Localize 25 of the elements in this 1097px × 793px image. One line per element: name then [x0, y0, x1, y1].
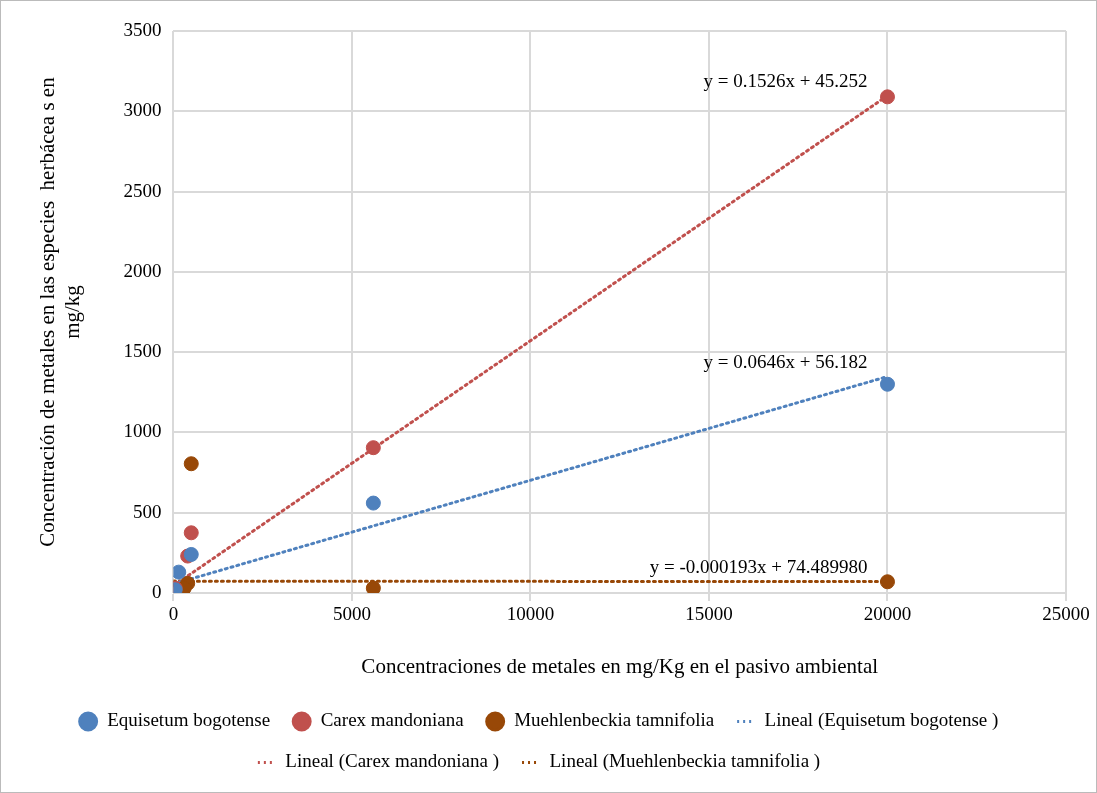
x-tick-label: 10000 — [506, 603, 555, 625]
x-tick-label: 5000 — [332, 603, 371, 625]
legend-label: Lineal (Muehlenbeckia tamnifolia ) — [549, 750, 821, 773]
y-tick-label: 0 — [151, 580, 162, 602]
y-tick-label: 2000 — [123, 259, 162, 281]
y-tick-label: 2500 — [123, 179, 162, 201]
x-tick-label: 0 — [168, 603, 179, 625]
legend-label: Lineal (Equisetum bogotense ) — [764, 709, 999, 732]
x-tick-label: 15000 — [685, 603, 733, 625]
annotation: y = 0.1526x + 45.252 — [703, 70, 868, 92]
x-axis-title: Concentraciones de metales en mg/Kg en el pasivo ambiental — [361, 653, 879, 678]
legend-label: Lineal (Carex mandoniana ) — [285, 750, 500, 773]
y-tick-label: 3500 — [123, 18, 162, 40]
annotation: y = 0.0646x + 56.182 — [703, 351, 868, 373]
legend-label: Carex mandoniana — [320, 709, 465, 731]
x-tick-label: 20000 — [863, 603, 912, 625]
annotation: y = -0.000193x + 74.489980 — [649, 556, 868, 578]
legend-label: Muehlenbeckia tamnifolia — [514, 709, 715, 731]
y-tick-label: 1500 — [123, 340, 162, 362]
y-tick-label: 500 — [132, 500, 162, 522]
y-tick-label: 1000 — [123, 420, 162, 442]
x-tick-label: 25000 — [1042, 603, 1090, 625]
y-axis-title: Concentración de metales en las especies herbácea s en mg/kg — [35, 76, 85, 547]
y-tick-label: 3000 — [123, 99, 162, 121]
legend-label: Equisetum bogotense — [107, 709, 271, 731]
